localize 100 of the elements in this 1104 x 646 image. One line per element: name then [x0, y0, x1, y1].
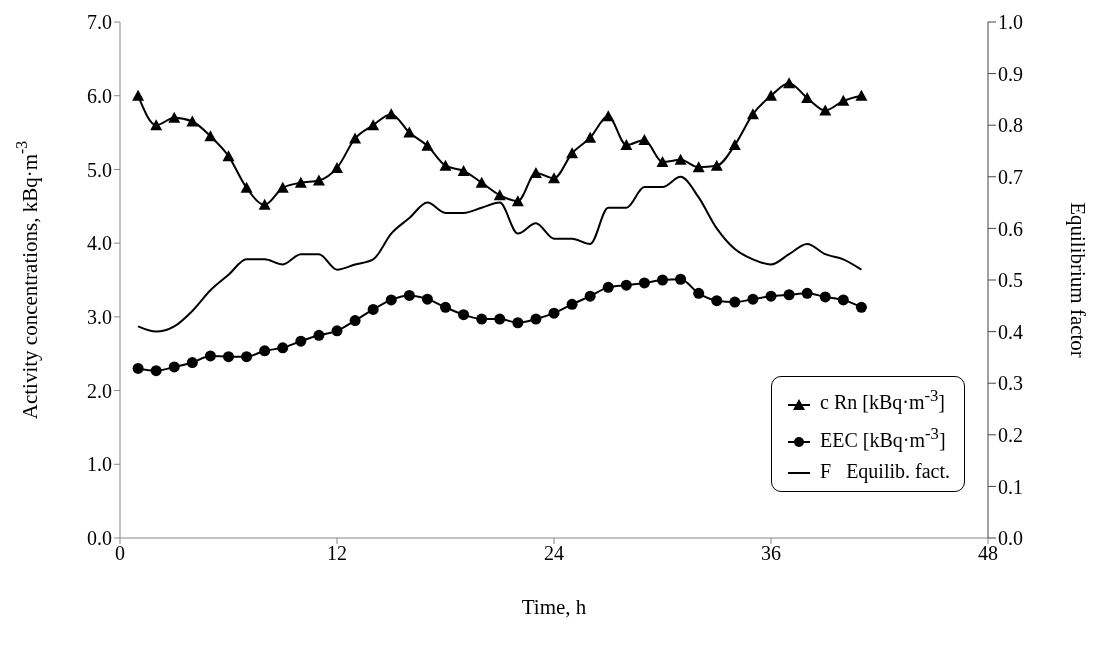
y2-tick-label: 0.4	[998, 320, 1023, 343]
x-tick-label: 48	[978, 542, 998, 565]
point	[295, 335, 307, 347]
point	[765, 89, 777, 101]
point	[837, 294, 849, 306]
point	[819, 104, 832, 116]
point	[475, 176, 488, 188]
point	[801, 91, 814, 103]
y2-tick-label: 1.0	[998, 11, 1023, 34]
point	[855, 301, 867, 313]
point	[746, 108, 759, 120]
point	[204, 130, 217, 142]
point	[783, 77, 796, 89]
point	[259, 345, 271, 357]
point	[258, 198, 271, 210]
point	[150, 119, 163, 131]
point	[421, 139, 434, 151]
y-tick-label: 7.0	[87, 11, 112, 34]
y2-tick-label: 0.2	[998, 423, 1023, 446]
point	[584, 290, 596, 302]
point	[493, 189, 506, 201]
point	[331, 325, 343, 337]
point	[186, 357, 198, 369]
point	[674, 153, 687, 165]
point	[602, 281, 614, 293]
point	[150, 365, 162, 377]
point	[710, 159, 723, 171]
point	[403, 126, 416, 138]
point	[349, 132, 362, 144]
y2-tick-label: 0.9	[998, 62, 1023, 85]
point	[312, 174, 325, 186]
y2-axis-title: Equilibrium factor	[1065, 202, 1090, 358]
y-tick-label: 3.0	[87, 305, 112, 328]
point	[711, 295, 723, 307]
y2-tick-label: 0.7	[998, 165, 1023, 188]
point	[132, 89, 145, 101]
legend-label: F Equilib. fact.	[820, 460, 950, 482]
point	[656, 156, 669, 168]
point	[385, 108, 398, 120]
point	[367, 303, 379, 315]
x-tick-label: 36	[761, 542, 781, 565]
y-tick-label: 4.0	[87, 232, 112, 255]
point	[276, 181, 289, 193]
y2-tick-label: 0.3	[998, 372, 1023, 395]
point	[457, 164, 470, 176]
y-tick-label: 2.0	[87, 379, 112, 402]
point	[548, 172, 560, 184]
point	[204, 350, 216, 362]
y2-tick-label: 0.5	[998, 269, 1023, 292]
x-tick-label: 24	[544, 542, 564, 565]
point	[693, 287, 705, 299]
point	[747, 293, 759, 305]
point	[476, 313, 488, 325]
line-series	[137, 175, 863, 333]
point	[783, 289, 795, 301]
point	[855, 89, 868, 101]
point	[657, 274, 668, 286]
point	[132, 362, 144, 374]
y2-tick-label: 0.0	[998, 527, 1023, 550]
point	[529, 167, 542, 179]
point	[439, 159, 452, 171]
point	[313, 329, 325, 341]
point	[223, 351, 234, 363]
point	[675, 273, 687, 285]
point	[458, 309, 470, 321]
point	[801, 287, 813, 299]
point	[692, 161, 705, 173]
point	[765, 290, 777, 302]
point	[566, 298, 578, 310]
legend-label: c Rn [kBq·m$^{-3}$]	[820, 386, 945, 414]
point	[620, 139, 633, 151]
point	[512, 317, 524, 329]
legend-label: EEC [kBq·m$^{-3}$]	[820, 424, 946, 451]
point	[729, 296, 741, 308]
point	[440, 301, 451, 313]
y2-tick-label: 0.1	[998, 475, 1023, 498]
point	[186, 115, 199, 127]
point	[728, 139, 741, 151]
point	[331, 161, 343, 173]
point	[240, 181, 253, 193]
point	[277, 342, 289, 354]
point	[602, 110, 615, 122]
point	[511, 195, 524, 207]
point	[168, 111, 181, 123]
point	[548, 307, 560, 319]
point	[367, 119, 380, 131]
point	[421, 293, 433, 305]
y-tick-label: 0.0	[87, 527, 112, 550]
point	[385, 294, 397, 306]
point	[222, 150, 235, 162]
point	[241, 351, 253, 363]
y-tick-label: 5.0	[87, 158, 112, 181]
point	[837, 94, 850, 106]
y-tick-label: 6.0	[87, 84, 112, 107]
point	[494, 313, 506, 325]
y2-tick-label: 0.8	[998, 114, 1023, 137]
point	[168, 361, 180, 373]
point	[638, 133, 651, 145]
y2-tick-label: 0.6	[998, 217, 1023, 240]
point	[349, 315, 361, 327]
